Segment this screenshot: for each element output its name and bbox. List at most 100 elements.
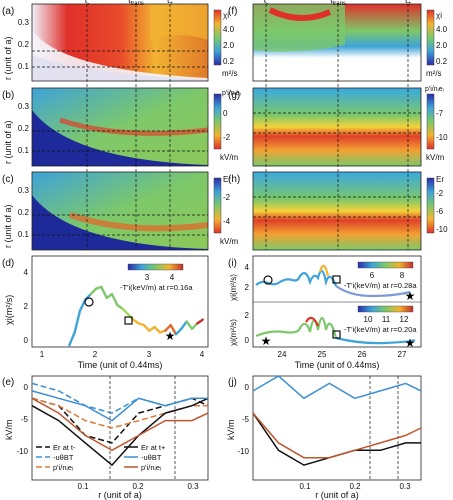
- panel-d-series: [68, 285, 204, 347]
- colorbar-d: [127, 263, 184, 271]
- marker-left-ttrans: ttrans: [128, 0, 144, 7]
- cb-b-t0: 0: [223, 109, 228, 118]
- profile-line: [31, 390, 208, 422]
- series-segment: [110, 293, 119, 307]
- e-xtick-0: 0.1: [77, 482, 89, 491]
- series-segment: [121, 307, 130, 316]
- ytick-b-2: 0.1: [18, 146, 30, 155]
- j-xtick-1: 0.2: [349, 482, 361, 491]
- series-segment: [190, 322, 199, 330]
- panel-g-letter: (g): [228, 90, 240, 101]
- colorbar-a: [213, 9, 222, 66]
- cb-h-t1: -6: [436, 207, 444, 216]
- marker-right-tplus: t+: [405, 0, 412, 7]
- e-ylabel: kV/m: [4, 419, 14, 440]
- i-xtick-1: 25: [318, 350, 327, 359]
- colorbar-f: [426, 9, 435, 66]
- marker-right-ttrans: ttrans: [330, 0, 346, 7]
- series-segment: [185, 320, 194, 330]
- colorbar-b: [213, 93, 222, 150]
- cb-c-t0: -2: [223, 193, 231, 202]
- cb-a-t0: 4.0: [223, 25, 235, 34]
- marker-star-d: ★: [165, 329, 176, 343]
- d-ytick-2: 0: [24, 336, 29, 345]
- i-ylabel-bottom: χi(m²/s): [229, 319, 238, 346]
- colorbar-i-2: [357, 305, 414, 313]
- e-xlabel: r (unit of a): [98, 490, 142, 500]
- cb-i2-t1: 11: [382, 315, 391, 324]
- cb-a-q: χi: [223, 11, 229, 20]
- d-xtick-2: 3: [147, 350, 152, 359]
- panel-j-letter: (j): [228, 377, 237, 388]
- legend-label: Er at t+: [141, 443, 166, 452]
- panel-j-frame: [252, 375, 422, 481]
- ylabel-c: r (unit of a): [3, 204, 13, 248]
- d-ytick-1: 2: [24, 302, 29, 311]
- i-xtick-3: 27: [398, 350, 407, 359]
- panel-f-letter: (f): [228, 6, 237, 17]
- cb-f-t2: 0.2: [436, 57, 448, 66]
- i-ytick-bottom-1: 0: [245, 336, 250, 345]
- i-xtick-0: 24: [278, 350, 287, 359]
- ytick-c-2: 0.1: [18, 230, 30, 239]
- cb-c-t1: -4: [223, 217, 231, 226]
- panel-e-series: [31, 382, 209, 467]
- cb-c-q: Er: [223, 175, 231, 184]
- legend-label: p'i/nᵢeᵢ: [53, 463, 73, 472]
- series-segment: [73, 309, 82, 334]
- ytick-a-1: 0.2: [18, 40, 30, 49]
- cb-h-q: Er: [436, 175, 444, 184]
- j-ylabel: kV/m: [226, 419, 236, 440]
- legend-label: -uθBT: [141, 453, 162, 462]
- cb-i2-label: -T'i(keV/m) at r=0.20a: [344, 325, 417, 334]
- series-segment: [89, 287, 98, 296]
- panel-e-letter: (e): [2, 377, 14, 388]
- marker-square-d: [124, 316, 133, 325]
- j-ytick-0: 0: [245, 383, 250, 392]
- colorbar-c: [213, 177, 222, 234]
- marker-square-i-bottom: [332, 330, 341, 339]
- j-ytick-2: -10: [237, 447, 249, 456]
- ytick-b-1: 0.2: [18, 124, 30, 133]
- d-xtick-1: 2: [93, 350, 98, 359]
- series-segment: [68, 331, 76, 347]
- e-xtick-2: 0.3: [187, 482, 199, 491]
- j-xtick-0: 0.1: [299, 482, 311, 491]
- cb-f-unit: m²/s: [426, 69, 442, 78]
- cb-f-t1: 2.0: [436, 41, 448, 50]
- i-ytick-top-0: 4: [245, 263, 250, 272]
- panel-g: [252, 87, 422, 167]
- cb-a-t2: 0.2: [223, 57, 235, 66]
- d-ytick-0: 4: [24, 268, 29, 277]
- cb-g-q: p'i/nᵢeᵢ: [425, 86, 444, 93]
- d-xtick-0: 1: [40, 350, 45, 359]
- cb-g-unit: kV/m: [426, 153, 445, 162]
- panel-b-letter: (b): [2, 90, 14, 101]
- legend-label: Er at t-: [53, 443, 76, 452]
- marker-star-i-bottom-right: ★: [405, 336, 416, 350]
- i-ytick-bottom-0: 2: [245, 311, 250, 320]
- profile-line: [252, 412, 422, 459]
- ytick-a-2: 0.1: [18, 62, 30, 71]
- cb-i1-label: -T'i(keV/m) at r=0.28a: [344, 281, 417, 290]
- heatmap-guides: [32, 4, 421, 250]
- cb-d-t1: 4: [170, 273, 175, 282]
- e-ytick-1: -5: [21, 415, 29, 424]
- profile-line: [31, 397, 209, 467]
- panel-d-letter: (d): [2, 258, 14, 269]
- cb-g-t0: -7: [436, 109, 444, 118]
- series-segment: [169, 323, 178, 336]
- cb-i2-t0: 10: [364, 315, 373, 324]
- e-ytick-2: -10: [16, 447, 28, 456]
- series-segment: [164, 323, 172, 332]
- ytick-a-0: 0.3: [18, 18, 30, 27]
- cb-h-t0: -2: [436, 189, 444, 198]
- series-segment: [142, 323, 151, 332]
- marker-star-i-bottom-left: ★: [261, 334, 272, 348]
- legend-label: -uθBT: [53, 453, 74, 462]
- cb-b-t1: -2: [223, 133, 231, 142]
- marker-star-i-top: ★: [405, 289, 416, 303]
- cb-d-label: -T'i(keV/m) at r=0.16a: [120, 283, 193, 292]
